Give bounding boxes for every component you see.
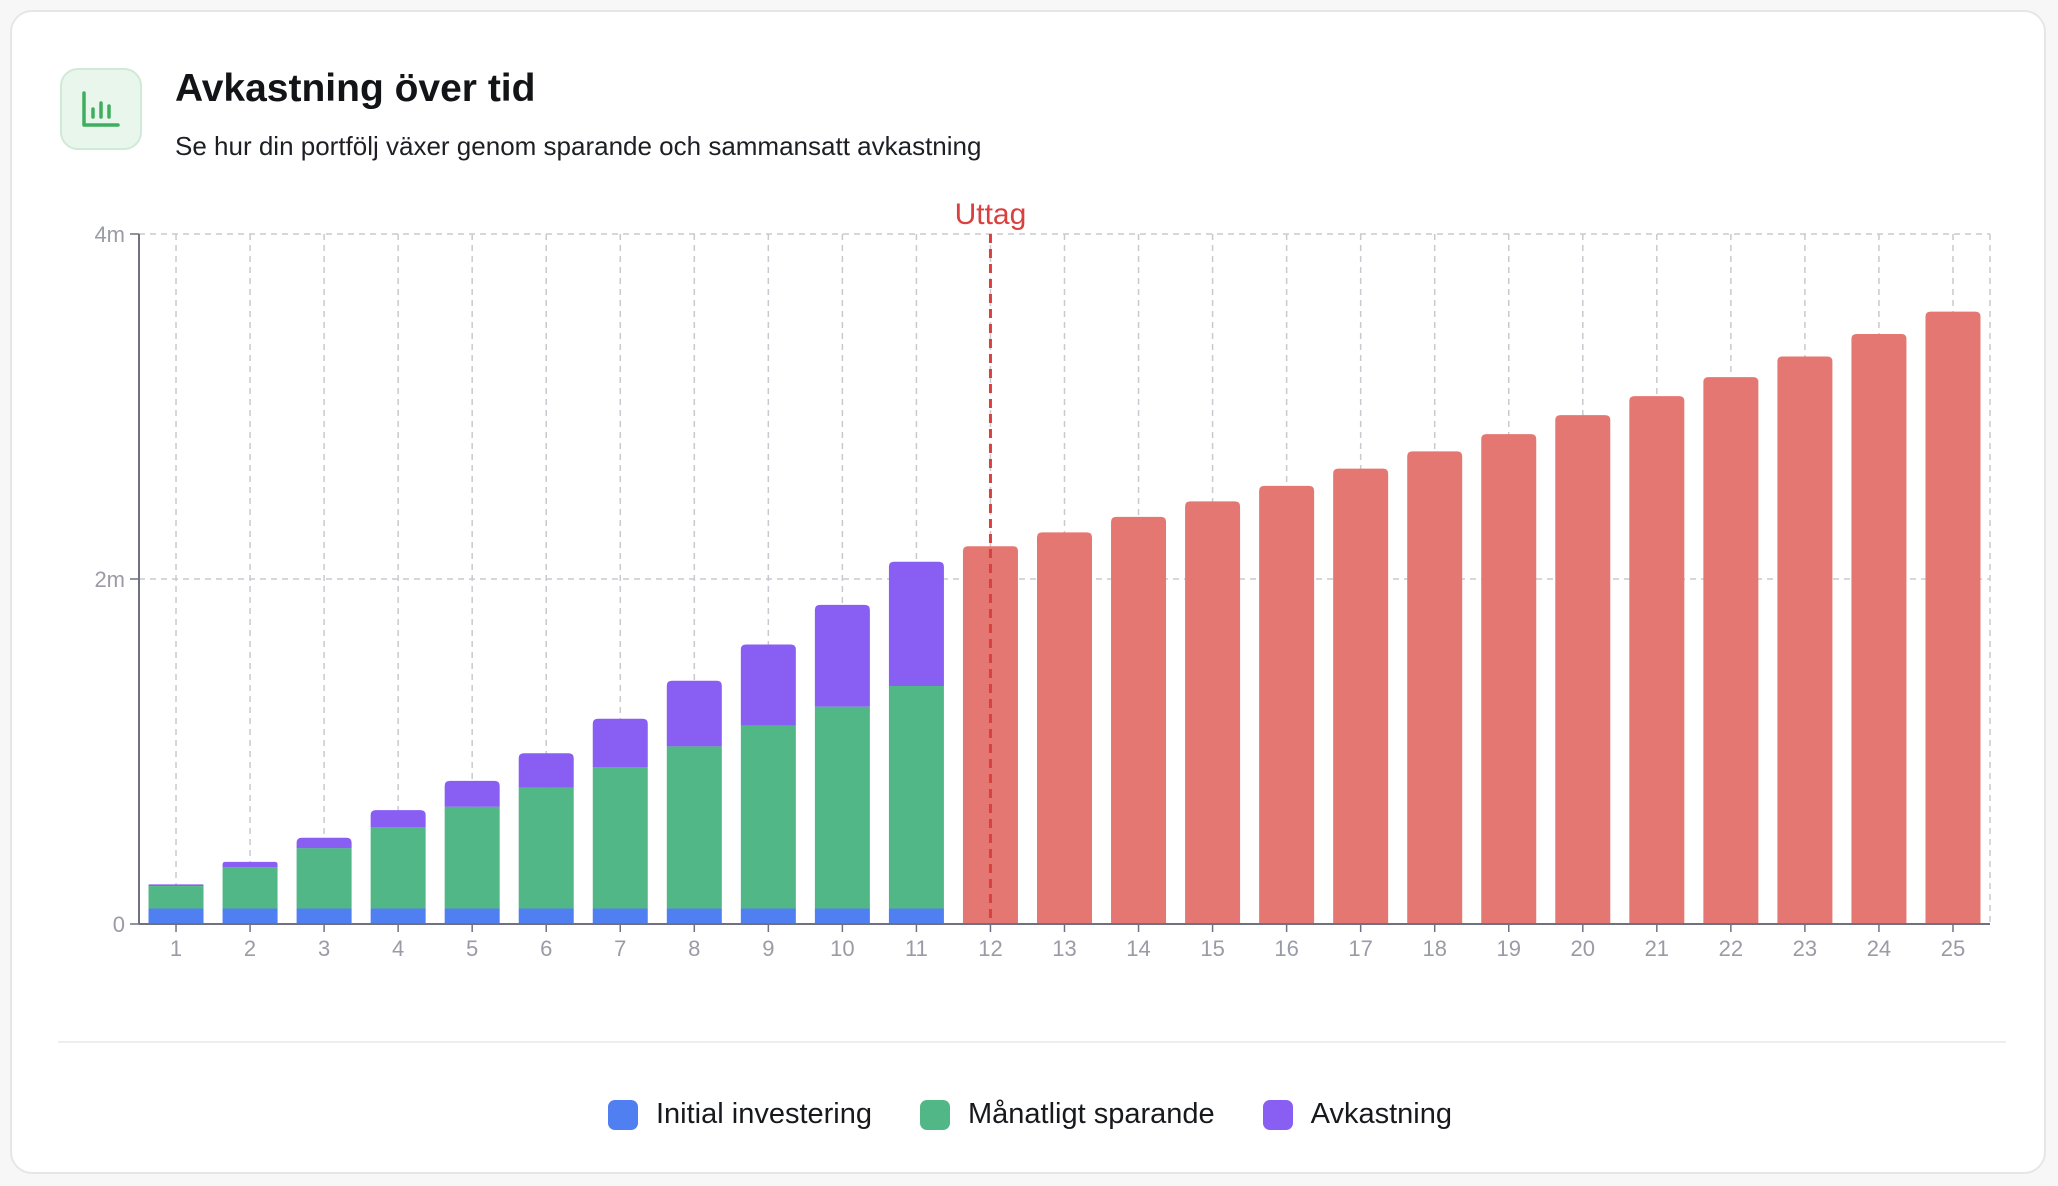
legend: Initial investering Månatligt sparande A… <box>12 1098 2048 1131</box>
bar-initial-investering <box>370 908 426 924</box>
x-tick-label: 21 <box>1645 936 1669 961</box>
legend-swatch-returns <box>1262 1099 1293 1130</box>
bar-chart-icon-glyph <box>82 91 120 127</box>
bar-withdrawal <box>1481 434 1537 924</box>
bar-withdrawal <box>1333 468 1389 924</box>
x-tick-label: 5 <box>466 936 478 961</box>
bar-withdrawal <box>1185 501 1241 924</box>
x-tick-label: 1 <box>170 936 182 961</box>
bar-manatligt-sparande <box>148 886 204 909</box>
x-tick-label: 18 <box>1422 936 1446 961</box>
x-tick-label: 4 <box>392 936 404 961</box>
bar-initial-investering <box>222 908 278 924</box>
bar-avkastning <box>222 861 278 868</box>
bar-avkastning <box>814 604 870 707</box>
x-tick-label: 7 <box>614 936 626 961</box>
x-tick-label: 2 <box>244 936 256 961</box>
x-tick-label: 14 <box>1126 936 1150 961</box>
bar-avkastning <box>740 644 796 726</box>
x-tick-label: 23 <box>1793 936 1817 961</box>
bar-avkastning <box>296 837 352 849</box>
x-tick-label: 8 <box>688 936 700 961</box>
bar-avkastning <box>444 780 500 807</box>
bar-initial-investering <box>592 908 648 924</box>
x-tick-label: 17 <box>1348 936 1372 961</box>
uttag-label: Uttag <box>955 198 1027 231</box>
legend-item-initial[interactable]: Initial investering <box>608 1098 872 1131</box>
bar-withdrawal <box>1555 415 1611 924</box>
bar-withdrawal <box>1703 377 1759 924</box>
bar-initial-investering <box>666 908 722 924</box>
bar-manatligt-sparande <box>222 867 278 909</box>
x-tick-label: 15 <box>1200 936 1224 961</box>
bar-manatligt-sparande <box>296 848 352 909</box>
chart-title: Avkastning över tid <box>175 67 536 110</box>
bar-avkastning <box>888 561 944 686</box>
legend-swatch-monthly <box>920 1099 950 1130</box>
x-tick-label: 24 <box>1867 936 1891 961</box>
legend-item-monthly[interactable]: Månatligt sparande <box>920 1098 1215 1131</box>
x-tick-label: 22 <box>1719 936 1743 961</box>
bar-avkastning <box>518 753 574 788</box>
x-tick-label: 12 <box>978 936 1002 961</box>
x-tick-label: 9 <box>762 936 774 961</box>
bar-withdrawal <box>1777 356 1833 925</box>
chart-card: Avkastning över tid Se hur din portfölj … <box>10 10 2046 1174</box>
bar-manatligt-sparande <box>592 767 648 909</box>
bar-avkastning <box>592 718 648 768</box>
x-tick-label: 13 <box>1052 936 1076 961</box>
bar-withdrawal <box>1037 532 1092 924</box>
bar-avkastning <box>148 884 204 887</box>
bar-manatligt-sparande <box>444 806 500 909</box>
bar-initial-investering <box>888 908 944 924</box>
x-tick-label: 16 <box>1274 936 1298 961</box>
bar-initial-investering <box>444 908 500 924</box>
legend-swatch-initial <box>608 1099 638 1130</box>
x-tick-label: 11 <box>905 936 928 961</box>
x-tick-label: 3 <box>318 936 330 961</box>
legend-item-returns[interactable]: Avkastning <box>1262 1098 1452 1131</box>
bar-initial-investering <box>296 908 352 924</box>
y-tick-label: 0 <box>113 912 125 937</box>
bar-manatligt-sparande <box>666 746 722 909</box>
bar-manatligt-sparande <box>370 827 426 909</box>
legend-label-initial: Initial investering <box>656 1098 872 1130</box>
bar-withdrawal <box>1111 516 1167 924</box>
x-tick-label: 6 <box>540 936 552 961</box>
bar-initial-investering <box>518 908 574 924</box>
legend-label-returns: Avkastning <box>1310 1098 1452 1130</box>
bar-manatligt-sparande <box>888 685 944 909</box>
x-tick-label: 10 <box>830 936 854 961</box>
legend-label-monthly: Månatligt sparande <box>968 1098 1215 1130</box>
bar-withdrawal <box>1259 485 1315 924</box>
bar-manatligt-sparande <box>740 725 796 909</box>
chart-subtitle: Se hur din portfölj växer genom sparande… <box>175 131 982 161</box>
x-tick-label: 19 <box>1496 936 1520 961</box>
bar-withdrawal <box>1851 334 1907 924</box>
bar-withdrawal <box>1407 451 1463 924</box>
bar-withdrawal <box>1629 396 1685 924</box>
x-tick-label: 20 <box>1571 936 1595 961</box>
x-tick-label: 25 <box>1941 936 1965 961</box>
legend-divider <box>58 1041 2006 1043</box>
bar-chart-icon <box>60 68 142 150</box>
bar-manatligt-sparande <box>518 787 574 909</box>
y-tick-label: 2m <box>94 567 125 592</box>
bar-initial-investering <box>740 908 796 924</box>
bar-withdrawal <box>1925 311 1981 924</box>
bar-initial-investering <box>148 908 204 924</box>
bar-manatligt-sparande <box>814 706 870 909</box>
y-tick-label: 4m <box>94 222 125 247</box>
bar-initial-investering <box>814 908 870 924</box>
bar-avkastning <box>370 810 426 828</box>
bar-avkastning <box>666 680 722 747</box>
